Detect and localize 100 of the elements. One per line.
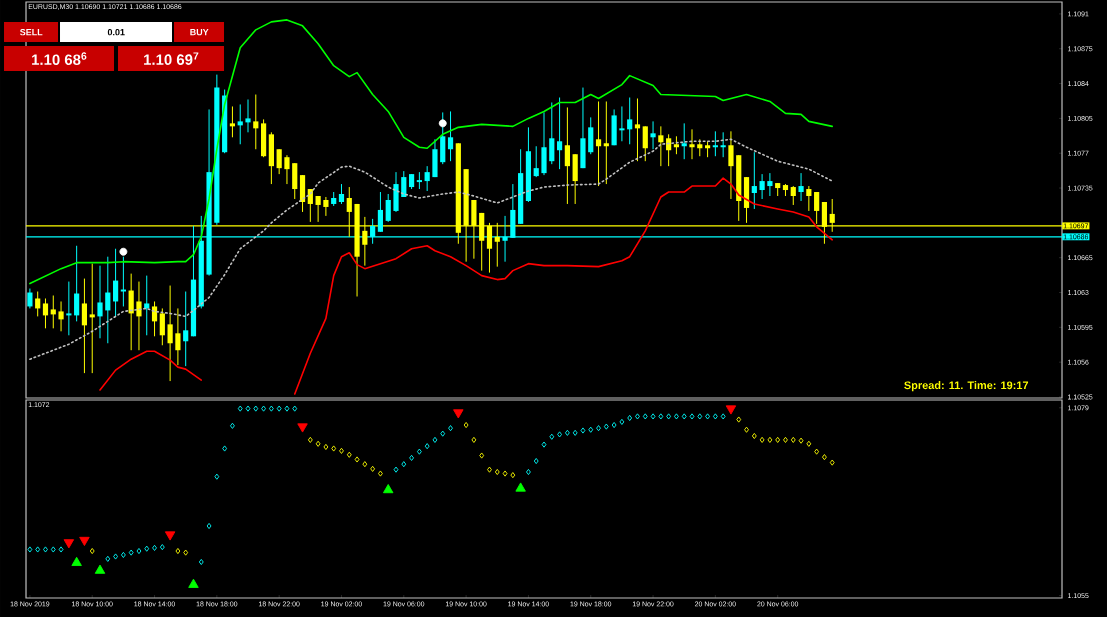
point xyxy=(705,413,710,420)
point xyxy=(222,445,228,452)
annotation: Spread: 11. Time: 19:17 xyxy=(904,381,1029,392)
point xyxy=(183,549,189,556)
candlestick xyxy=(603,100,609,185)
candlestick xyxy=(89,263,95,374)
point xyxy=(230,422,235,429)
candlestick xyxy=(385,193,391,223)
point xyxy=(549,433,555,440)
point xyxy=(401,461,407,468)
candlestick xyxy=(689,128,695,160)
point xyxy=(557,431,562,438)
point xyxy=(416,448,422,455)
point xyxy=(725,405,737,415)
candlestick xyxy=(658,125,664,167)
candlestick xyxy=(229,105,236,138)
candlestick xyxy=(619,105,625,142)
point xyxy=(432,436,438,443)
candlestick xyxy=(790,185,796,206)
candlestick xyxy=(105,256,111,344)
point xyxy=(479,452,485,459)
candlestick xyxy=(42,297,49,329)
point xyxy=(144,545,150,552)
point xyxy=(712,413,718,420)
candlestick xyxy=(556,97,563,170)
candlestick xyxy=(50,295,56,329)
point xyxy=(453,409,464,419)
point xyxy=(128,549,134,556)
point xyxy=(261,405,266,412)
point xyxy=(71,556,82,566)
point xyxy=(440,430,446,437)
point xyxy=(378,470,383,477)
point xyxy=(89,547,95,555)
point xyxy=(331,445,337,452)
point xyxy=(164,531,176,541)
point xyxy=(783,436,788,443)
point xyxy=(681,413,687,420)
point xyxy=(790,436,796,443)
candlestick xyxy=(74,245,80,322)
point xyxy=(35,546,41,553)
candlestick xyxy=(751,151,757,210)
point xyxy=(697,413,703,420)
point xyxy=(424,443,430,450)
point xyxy=(541,441,547,448)
point xyxy=(635,413,640,420)
candlestick xyxy=(144,275,150,336)
candlestick xyxy=(806,185,812,212)
point xyxy=(533,457,539,465)
point xyxy=(346,451,352,458)
point xyxy=(603,423,609,430)
candlestick xyxy=(245,98,251,133)
candlestick xyxy=(533,145,539,178)
candlestick xyxy=(315,195,321,223)
candlestick xyxy=(167,285,173,382)
point xyxy=(245,405,251,412)
point xyxy=(362,461,368,468)
point xyxy=(237,405,243,412)
candlestick xyxy=(284,154,290,185)
point xyxy=(642,413,648,420)
point xyxy=(572,429,578,436)
annotation: 0.01 xyxy=(107,29,125,36)
candlestick xyxy=(66,281,72,336)
point xyxy=(315,440,321,447)
candlestick xyxy=(151,300,158,337)
point xyxy=(515,482,526,492)
candlestick xyxy=(549,101,555,165)
point xyxy=(27,546,33,553)
candlestick xyxy=(424,165,430,192)
point xyxy=(94,564,106,574)
candlestick xyxy=(627,97,633,145)
point xyxy=(297,423,308,433)
point xyxy=(720,413,726,420)
point xyxy=(120,551,126,558)
point xyxy=(588,426,594,433)
candlestick xyxy=(666,133,672,167)
point xyxy=(510,472,516,479)
point xyxy=(759,436,765,443)
point xyxy=(463,421,469,429)
point xyxy=(354,456,360,463)
candlestick xyxy=(276,148,282,175)
point xyxy=(253,405,259,412)
candlestick xyxy=(35,291,41,317)
candlestick xyxy=(634,98,641,162)
point xyxy=(736,416,742,423)
point xyxy=(689,413,695,420)
point xyxy=(822,454,827,461)
candlestick xyxy=(814,191,820,225)
candlestick xyxy=(720,131,726,158)
annotation: BUY xyxy=(190,29,209,36)
point xyxy=(806,440,812,447)
candlestick xyxy=(81,278,88,374)
point xyxy=(798,437,804,444)
candlestick xyxy=(642,125,648,162)
point xyxy=(744,426,749,433)
candlestick xyxy=(58,300,64,332)
point xyxy=(206,522,212,530)
candlestick xyxy=(681,122,687,160)
point xyxy=(50,546,56,553)
point xyxy=(494,468,500,476)
point xyxy=(284,405,290,412)
